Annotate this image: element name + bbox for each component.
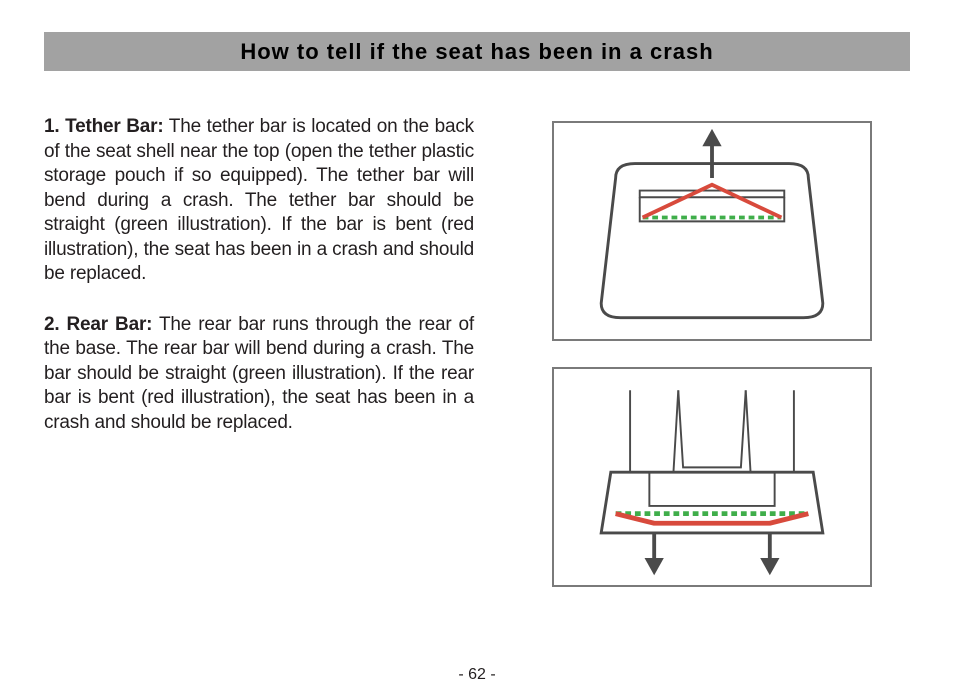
page-number: - 62 -: [0, 666, 954, 684]
text-column: 1. Tether Bar: The tether bar is located…: [44, 115, 484, 613]
section-title-bar: How to tell if the seat has been in a cr…: [44, 32, 910, 71]
content-row: 1. Tether Bar: The tether bar is located…: [44, 115, 910, 613]
body-tether: The tether bar is located on the back of…: [44, 116, 474, 284]
manual-page: How to tell if the seat has been in a cr…: [0, 0, 954, 694]
tether-bar-illustration: [556, 125, 868, 337]
heading-tether: 1. Tether Bar:: [44, 116, 163, 137]
paragraph-tether: 1. Tether Bar: The tether bar is located…: [44, 115, 474, 287]
heading-rear: 2. Rear Bar:: [44, 314, 152, 335]
rear-bar-illustration: [556, 371, 868, 583]
figure-rear-bar: [552, 367, 872, 587]
figure-tether-bar: [552, 121, 872, 341]
paragraph-rear: 2. Rear Bar: The rear bar runs through t…: [44, 313, 474, 436]
figure-column: [484, 115, 910, 613]
section-title: How to tell if the seat has been in a cr…: [240, 39, 713, 64]
